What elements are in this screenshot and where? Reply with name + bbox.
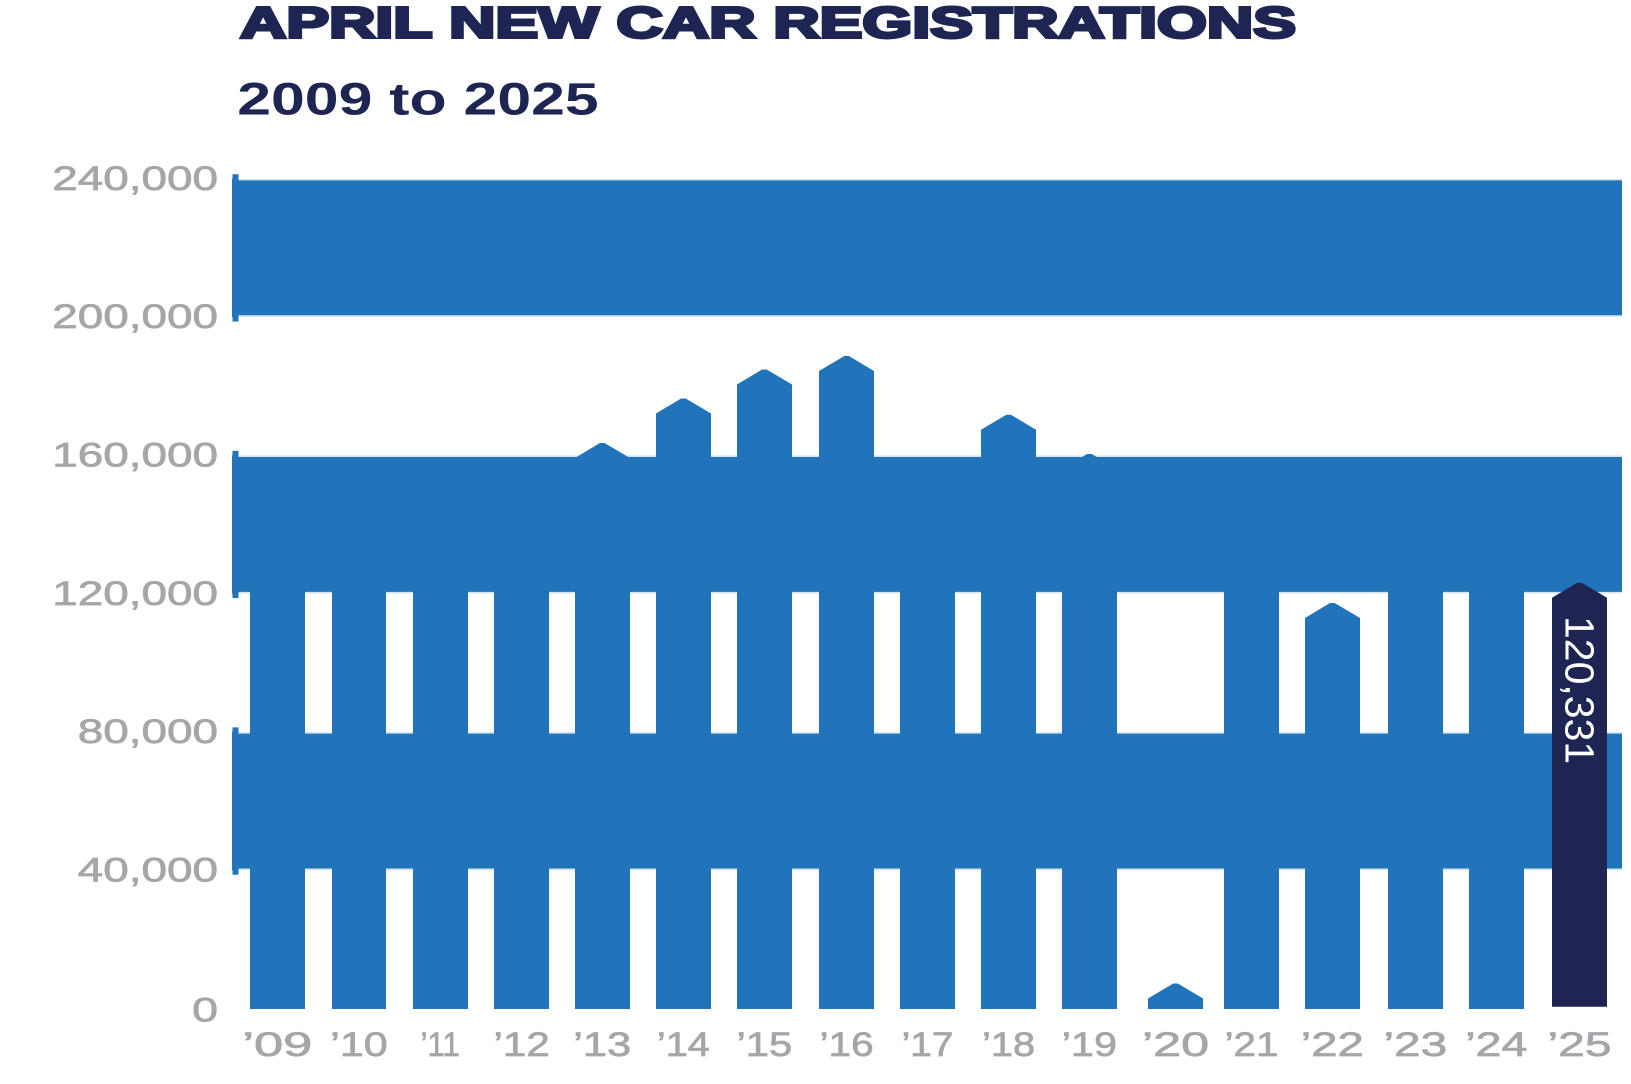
svg-text:’19: ’19	[1062, 1026, 1117, 1064]
svg-text:’09: ’09	[242, 1026, 312, 1064]
svg-text:120,000: 120,000	[52, 573, 218, 612]
svg-text:’13: ’13	[573, 1026, 631, 1064]
svg-text:120,331: 120,331	[1557, 616, 1603, 764]
svg-text:200,000: 200,000	[52, 297, 218, 336]
svg-text:’17: ’17	[902, 1025, 954, 1064]
svg-text:40,000: 40,000	[78, 850, 218, 889]
svg-text:160,000: 160,000	[52, 435, 218, 474]
svg-text:0: 0	[192, 991, 218, 1030]
svg-text:’21: ’21	[1225, 1025, 1279, 1064]
svg-text:APRIL NEW CAR REGISTRATIONS: APRIL NEW CAR REGISTRATIONS	[240, 0, 1296, 47]
svg-text:’11: ’11	[421, 1025, 460, 1064]
svg-text:’20: ’20	[1142, 1026, 1209, 1064]
svg-text:80,000: 80,000	[78, 712, 218, 751]
svg-text:2009 to 2025: 2009 to 2025	[237, 74, 599, 125]
svg-text:’18: ’18	[982, 1024, 1035, 1063]
svg-text:’25: ’25	[1547, 1025, 1611, 1064]
svg-text:’24: ’24	[1465, 1025, 1527, 1064]
svg-text:’10: ’10	[330, 1026, 387, 1064]
svg-text:’22: ’22	[1301, 1025, 1364, 1063]
svg-text:’15: ’15	[736, 1025, 792, 1064]
svg-text:’23: ’23	[1383, 1025, 1447, 1064]
svg-text:240,000: 240,000	[52, 158, 218, 197]
svg-text:’12: ’12	[494, 1026, 550, 1064]
svg-text:’14: ’14	[657, 1024, 710, 1063]
svg-text:’16: ’16	[820, 1025, 874, 1063]
